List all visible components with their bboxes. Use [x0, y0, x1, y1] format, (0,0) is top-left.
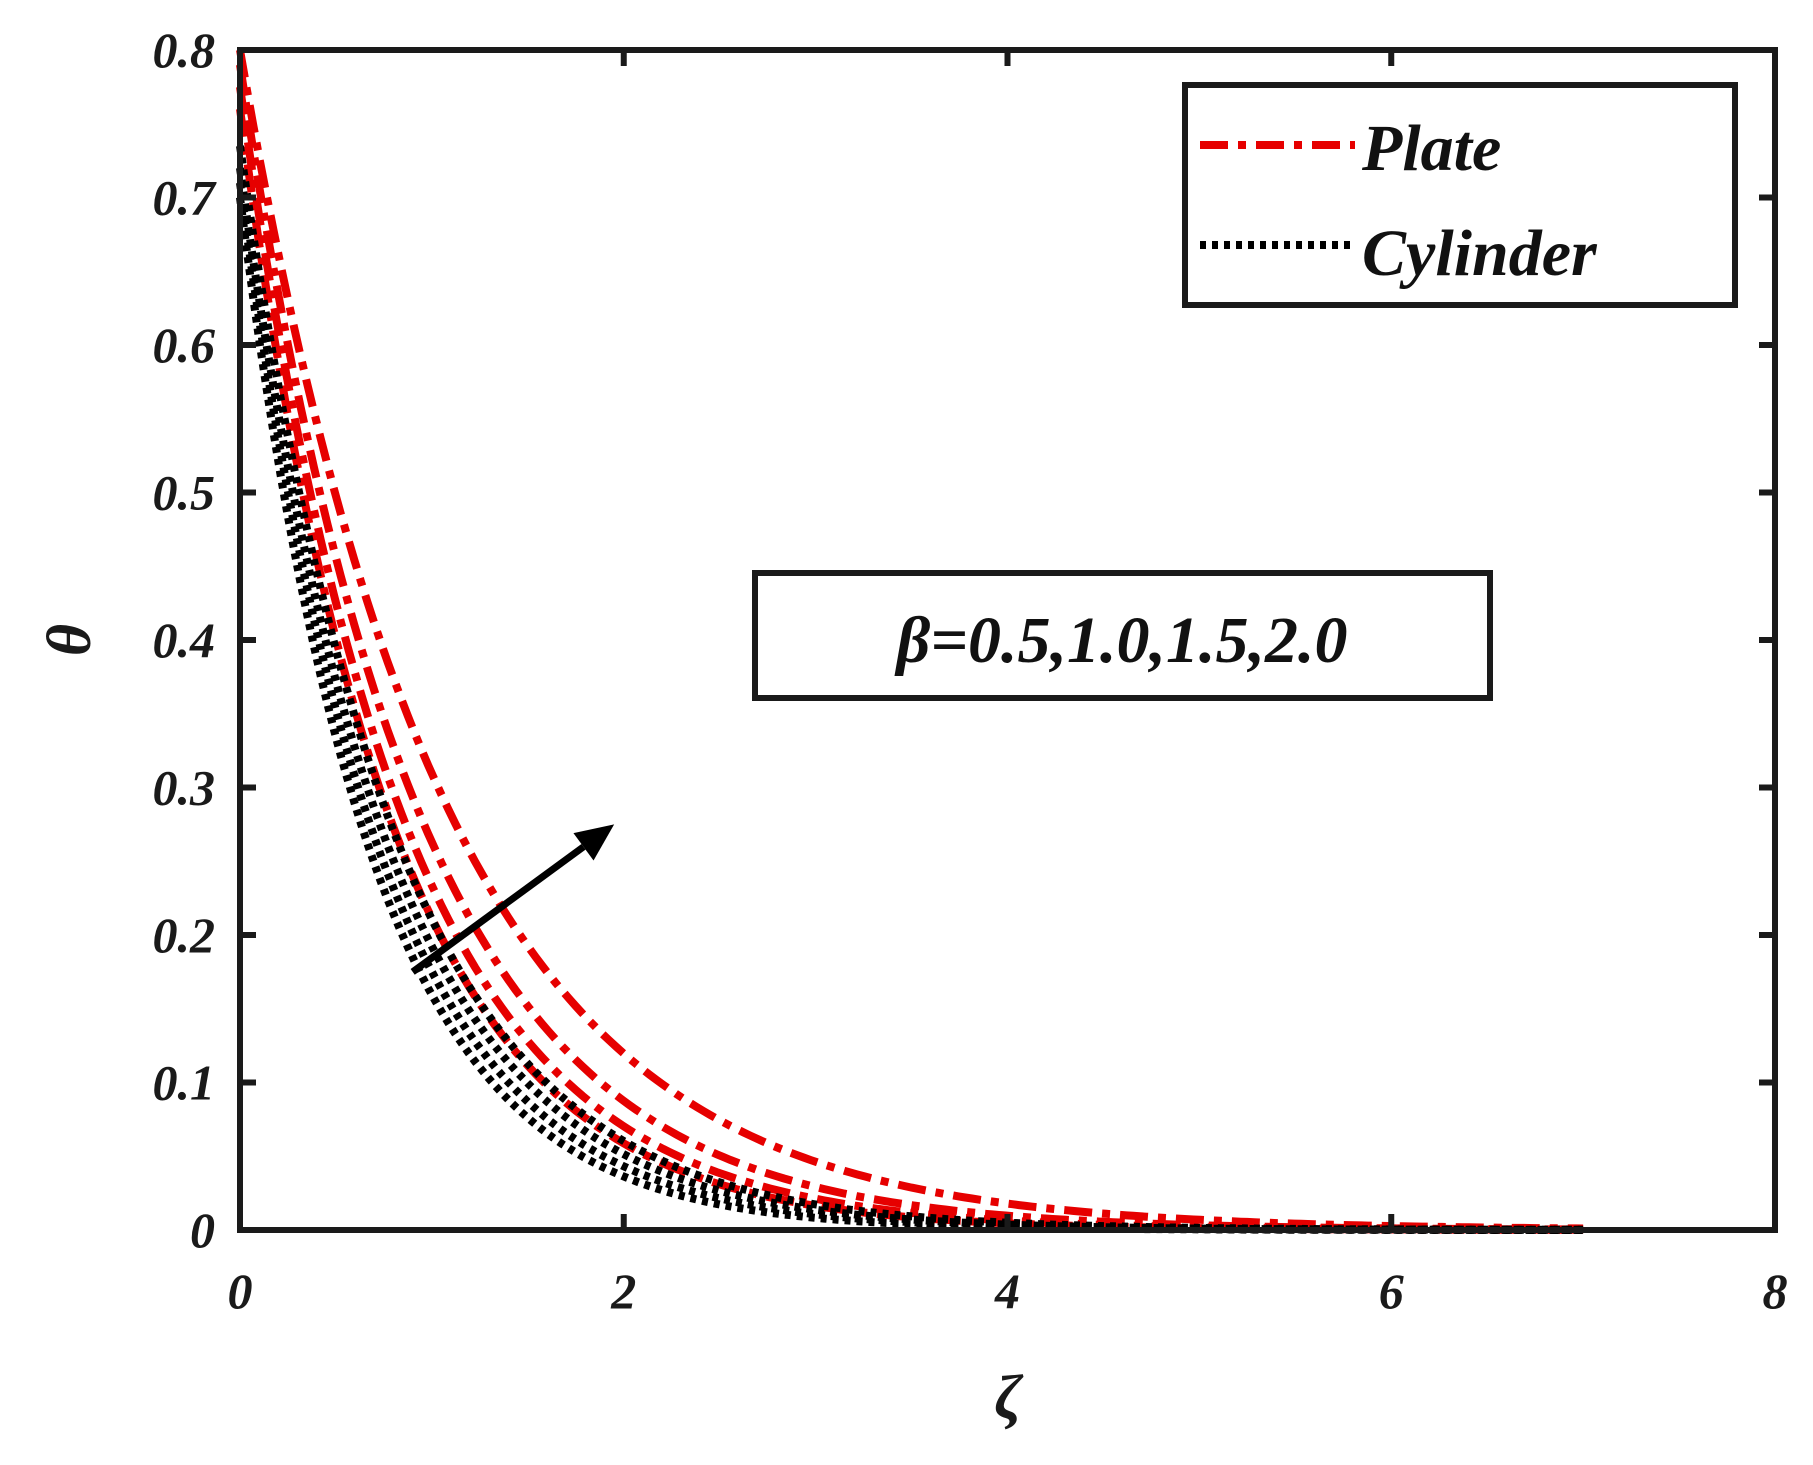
arrow-head: [573, 824, 615, 861]
arrow-icon: [410, 824, 615, 975]
y-tick-label: 0.1: [153, 1055, 216, 1111]
y-tick-label: 0.8: [153, 22, 216, 78]
y-axis-title: θ: [36, 624, 104, 656]
y-tick-label: 0.4: [153, 612, 216, 668]
series-line-cylinder-beta-2: [236, 145, 1584, 1234]
annotation: β=0.5,1.0,1.5,2.0: [410, 570, 1493, 975]
y-tick-labels: 0 0.1 0.2 0.3 0.4 0.5 0.6 0.7 0.8: [153, 22, 218, 1258]
y-tick-label: 0.6: [153, 317, 216, 373]
x-tick-label: 8: [1763, 1263, 1788, 1319]
annotation-box: [752, 570, 1493, 701]
y-tick-label: 0.5: [153, 465, 216, 521]
legend: Plate Cylinder: [1182, 82, 1738, 308]
y-tick-label: 0.3: [153, 760, 216, 816]
y-tick-label: 0: [190, 1202, 215, 1258]
axis-ticks: [237, 47, 1778, 1233]
legend-box: [1182, 82, 1738, 308]
x-tick-label: 0: [228, 1263, 253, 1319]
x-tick-label: 6: [1379, 1263, 1404, 1319]
arrow-shaft: [410, 843, 586, 975]
x-tick-labels: 0 2 4 6 8: [228, 1263, 1788, 1319]
series-line-plate-beta-2: [236, 49, 1584, 1233]
legend-label-cylinder: Cylinder: [1362, 217, 1598, 290]
x-tick-label: 2: [610, 1263, 636, 1319]
annotation-label: β=0.5,1.0,1.5,2.0: [894, 604, 1348, 677]
x-axis-title: ζ: [994, 1364, 1024, 1432]
y-tick-label: 0.2: [153, 907, 216, 963]
y-tick-label: 0.7: [153, 170, 218, 226]
legend-label-plate: Plate: [1361, 112, 1501, 185]
x-tick-label: 4: [994, 1263, 1020, 1319]
